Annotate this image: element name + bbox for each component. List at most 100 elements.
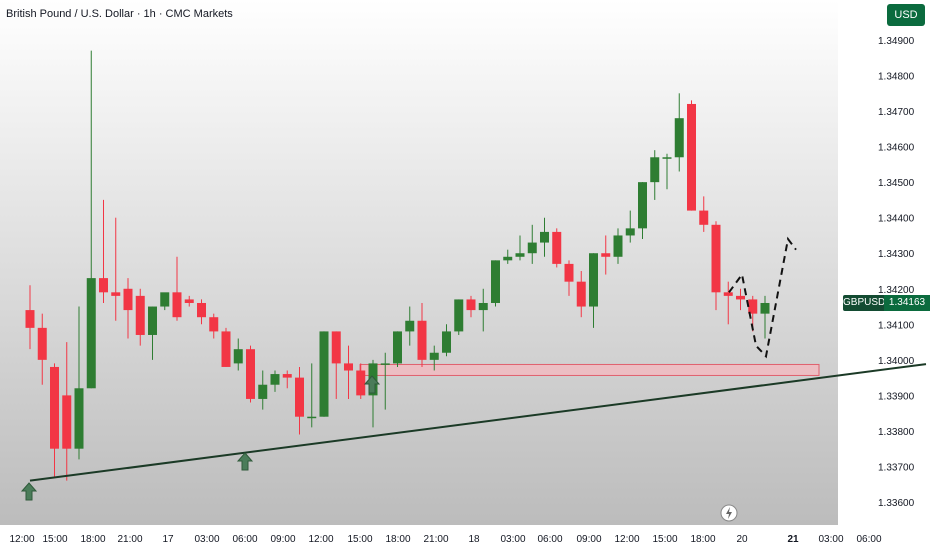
- time-axis[interactable]: 12:00 15:00 18:00 21:00 17 03:00 06:00 09:00 12:…: [9, 534, 881, 545]
- time-tick-label: 21: [787, 534, 799, 545]
- candle-body: [625, 228, 635, 236]
- candle-body: [160, 292, 170, 307]
- time-tick-label: 15:00: [652, 534, 677, 545]
- candle-body: [515, 253, 525, 257]
- time-tick-label: 12:00: [9, 534, 34, 545]
- candle-body: [650, 157, 660, 183]
- candle-body: [86, 278, 96, 389]
- candle-body: [674, 118, 684, 158]
- time-tick-label: 21:00: [117, 534, 142, 545]
- time-tick-label: 15:00: [347, 534, 372, 545]
- lightning-icon[interactable]: [720, 504, 738, 522]
- price-tick-label: 1.34700: [878, 107, 915, 118]
- projection-path: [728, 236, 797, 359]
- time-tick-label: 03:00: [500, 534, 525, 545]
- candle-body: [564, 263, 574, 282]
- current-price-tag: 1.34163: [884, 295, 930, 311]
- candle-body: [295, 377, 304, 417]
- candle-body: [37, 327, 47, 360]
- candle-body: [589, 253, 598, 307]
- time-tick-label: 21:00: [423, 534, 448, 545]
- support-zone-layer: [359, 363, 820, 376]
- candle-body: [601, 253, 611, 257]
- trendline-layer: [29, 363, 927, 482]
- candle-body: [613, 235, 623, 257]
- price-tick-label: 1.34400: [878, 214, 915, 225]
- projection-layer: [728, 236, 797, 359]
- candle-body: [344, 363, 353, 371]
- candle-body: [184, 299, 194, 303]
- currency-button[interactable]: USD: [887, 4, 925, 26]
- arrow-up-icon: [236, 452, 254, 471]
- time-tick-label: 20: [736, 534, 748, 545]
- chart-background: [0, 0, 838, 525]
- chart-title: British Pound / U.S. Dollar · 1h · CMC M…: [6, 8, 233, 20]
- candle-body: [662, 157, 672, 159]
- support-zone: [359, 363, 820, 376]
- time-tick-label: 06:00: [537, 534, 562, 545]
- price-tick-label: 1.34900: [878, 36, 915, 47]
- price-tick-label: 1.34000: [878, 356, 915, 367]
- candle-body: [638, 182, 647, 229]
- candle-body: [760, 302, 770, 314]
- candle-body: [491, 260, 500, 303]
- candle-body: [576, 281, 586, 307]
- candle-body: [62, 395, 72, 449]
- candle-body: [393, 331, 402, 364]
- candle-body: [74, 388, 84, 449]
- time-tick-label: 03:00: [818, 534, 843, 545]
- time-tick-label: 18: [468, 534, 480, 545]
- candle-body: [135, 295, 145, 335]
- symbol-tag: GBPUSD: [843, 295, 885, 311]
- time-tick-label: 18:00: [385, 534, 410, 545]
- time-tick-label: 06:00: [856, 534, 881, 545]
- time-tick-label: 18:00: [690, 534, 715, 545]
- candle-body: [25, 310, 35, 328]
- candle-body: [723, 292, 733, 296]
- candle-body: [307, 416, 317, 419]
- price-tick-label: 1.34500: [878, 178, 915, 189]
- candle-body: [123, 288, 133, 311]
- candle-body: [148, 306, 157, 335]
- candle-body: [478, 302, 488, 311]
- time-tick-label: 15:00: [42, 534, 67, 545]
- price-tick-label: 1.33800: [878, 427, 915, 438]
- time-tick-label: 18:00: [80, 534, 105, 545]
- candle-body: [540, 231, 549, 243]
- price-tick-label: 1.34800: [878, 72, 915, 83]
- candle-body: [380, 363, 390, 365]
- candle-body: [233, 349, 243, 364]
- price-tick-label: 1.34200: [878, 285, 915, 296]
- price-axis[interactable]: 1.34900 1.34800 1.34700 1.34600 1.34500 1.344…: [878, 36, 915, 509]
- time-tick-label: 12:00: [614, 534, 639, 545]
- candle-body: [111, 292, 121, 296]
- candle-body: [172, 292, 182, 318]
- arrow-up-icon: [20, 482, 38, 501]
- candle-body: [748, 299, 758, 314]
- candle-body: [319, 331, 329, 417]
- candle-body: [527, 242, 537, 254]
- candle-body: [99, 278, 108, 293]
- candle-body: [466, 299, 476, 311]
- candle-body: [331, 331, 341, 364]
- candle-body: [356, 370, 366, 396]
- price-tick-label: 1.34100: [878, 320, 915, 331]
- candle-body: [736, 295, 745, 300]
- time-tick-label: 03:00: [194, 534, 219, 545]
- price-tick-label: 1.33900: [878, 391, 915, 402]
- candle-body: [221, 331, 231, 367]
- price-tick-label: 1.34600: [878, 143, 915, 154]
- price-tick-label: 1.33600: [878, 498, 915, 509]
- candle-body: [429, 352, 439, 360]
- time-tick-label: 09:00: [270, 534, 295, 545]
- candle-body: [454, 299, 464, 332]
- candle-body: [258, 384, 268, 399]
- arrow-markers: [20, 375, 381, 501]
- candle-body: [50, 366, 59, 449]
- candle-body: [699, 210, 709, 225]
- candle-body: [417, 320, 427, 360]
- candle-body: [405, 320, 415, 332]
- trendline: [29, 363, 927, 482]
